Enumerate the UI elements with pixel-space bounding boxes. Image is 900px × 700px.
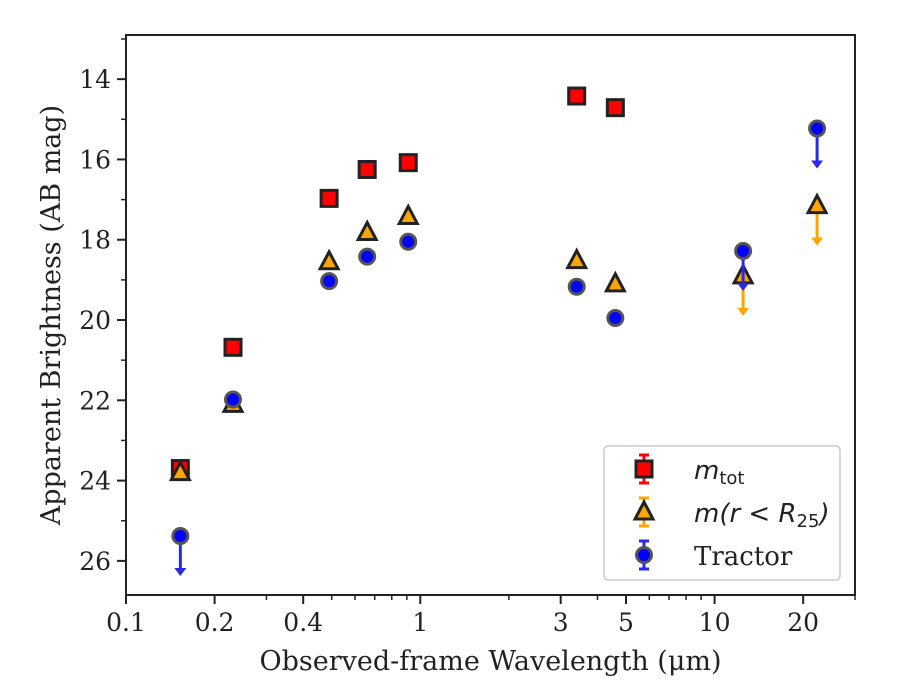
y-tick-label: 26	[79, 547, 111, 576]
x-axis-label: Observed-frame Wavelength (μm)	[259, 646, 721, 677]
legend-marker-m_r25	[632, 496, 656, 528]
tick-layer: 0.1 0.2 0.4 1 3 5 10 20 14 16 18 20 22 24 26	[79, 38, 856, 637]
y-tick-label: 24	[79, 467, 111, 496]
x-tick-label: 20	[787, 608, 819, 637]
point-m_r25	[355, 219, 379, 242]
point-m_tot	[398, 153, 418, 173]
upper-limit-arrow-head	[811, 160, 824, 169]
y-tick-label: 20	[79, 306, 111, 335]
legend-symbol	[632, 498, 656, 521]
y-axis-label: Apparent Brightness (AB mag)	[36, 105, 67, 526]
point-tractor	[224, 390, 243, 409]
upper-limit-arrow-head	[737, 282, 750, 291]
upper-limit-arrow-head	[174, 567, 187, 576]
y-tick-label: 18	[79, 226, 111, 255]
legend-symbol	[634, 459, 654, 479]
point-m_r25	[317, 248, 341, 271]
x-tick-label: 10	[699, 608, 731, 637]
series-m_r25	[168, 192, 829, 482]
data-marks	[168, 86, 829, 576]
y-tick-label: 14	[79, 65, 111, 94]
upper-limit-arrow-head	[737, 307, 750, 316]
point-m_r25	[603, 270, 627, 293]
x-tick-label: 0.2	[195, 608, 235, 637]
point-tractor	[399, 232, 418, 251]
point-m_r25	[565, 247, 589, 270]
point-m_r25	[396, 203, 420, 225]
y-tick-label: 22	[79, 386, 111, 415]
x-tick-label: 0.1	[106, 608, 146, 637]
point-tractor	[808, 119, 827, 138]
y-tick-label: 16	[79, 145, 111, 174]
legend-label-m-r25: m(r < R25)	[694, 499, 830, 532]
x-tick-label: 3	[553, 608, 569, 637]
x-tick-label: 0.4	[283, 608, 323, 637]
legend-box	[603, 445, 841, 581]
point-tractor	[358, 247, 377, 266]
legend: mtot m(r < R25) Tractor	[603, 445, 841, 581]
point-m_tot	[319, 188, 339, 208]
point-tractor	[171, 526, 190, 545]
plot-frame	[125, 34, 856, 596]
point-tractor	[567, 277, 586, 296]
point-m_tot	[223, 337, 243, 357]
legend-label-m-tot: mtot	[694, 456, 744, 489]
x-tick-label: 5	[618, 608, 634, 637]
point-tractor	[734, 241, 753, 260]
point-m_tot	[357, 159, 377, 179]
series-tractor	[171, 119, 827, 576]
legend-marker-tractor	[635, 539, 653, 571]
point-m_tot	[605, 98, 625, 118]
legend-marker-m_tot	[634, 453, 654, 485]
legend-symbol	[635, 546, 653, 564]
point-m_tot	[567, 86, 587, 106]
x-tick-label: 1	[412, 608, 428, 637]
point-m_r25	[805, 192, 829, 215]
point-m_r25	[168, 459, 192, 482]
legend-label-tractor: Tractor	[694, 542, 793, 572]
point-tractor	[320, 272, 339, 291]
upper-limit-arrow-head	[811, 237, 824, 246]
point-tractor	[606, 309, 625, 328]
series-m_tot	[170, 86, 625, 479]
